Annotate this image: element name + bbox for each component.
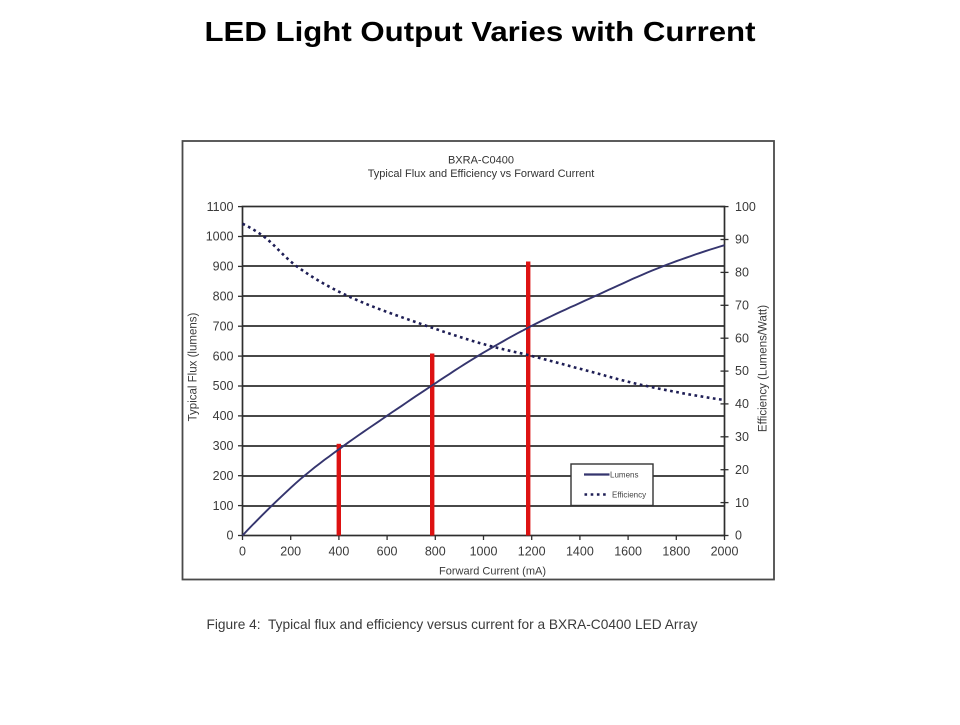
svg-text:90: 90 [735, 233, 749, 247]
svg-text:Efficiency: Efficiency [612, 491, 646, 500]
svg-text:Efficiency (Lumens/Watt): Efficiency (Lumens/Watt) [758, 305, 770, 432]
svg-text:600: 600 [377, 545, 398, 559]
svg-text:Typical Flux (lumens): Typical Flux (lumens) [188, 313, 200, 422]
svg-text:100: 100 [213, 499, 234, 513]
svg-text:0: 0 [227, 529, 234, 543]
svg-text:Figure 4: Typical flux and ef: Figure 4: Typical flux and efficiency ve… [207, 616, 698, 632]
svg-text:0: 0 [239, 545, 246, 559]
svg-text:800: 800 [425, 545, 446, 559]
svg-text:50: 50 [735, 364, 749, 378]
svg-text:Lumens: Lumens [610, 471, 638, 480]
svg-text:400: 400 [213, 409, 234, 423]
svg-text:500: 500 [213, 379, 234, 393]
svg-text:1800: 1800 [662, 545, 690, 559]
svg-text:10: 10 [735, 496, 749, 510]
svg-text:1000: 1000 [206, 230, 234, 244]
svg-text:1400: 1400 [566, 545, 594, 559]
svg-text:200: 200 [280, 545, 301, 559]
svg-text:1000: 1000 [470, 545, 498, 559]
svg-text:LED Light Output Varies with C: LED Light Output Varies with Current [205, 16, 756, 47]
svg-text:1200: 1200 [518, 545, 546, 559]
svg-text:BXRA-C0400: BXRA-C0400 [448, 155, 514, 167]
svg-text:40: 40 [735, 397, 749, 411]
svg-text:200: 200 [213, 469, 234, 483]
svg-text:1100: 1100 [207, 200, 234, 214]
svg-text:400: 400 [328, 545, 349, 559]
svg-text:800: 800 [213, 290, 234, 304]
svg-text:0: 0 [735, 529, 742, 543]
svg-text:60: 60 [735, 331, 749, 345]
svg-text:80: 80 [735, 266, 749, 280]
svg-text:30: 30 [735, 430, 749, 444]
svg-text:20: 20 [735, 463, 749, 477]
svg-text:Typical Flux and Efficiency vs: Typical Flux and Efficiency vs Forward C… [368, 168, 595, 180]
svg-text:300: 300 [213, 439, 234, 453]
svg-text:2000: 2000 [711, 545, 739, 559]
svg-text:70: 70 [735, 299, 749, 313]
svg-text:Forward Current (mA): Forward Current (mA) [439, 566, 546, 578]
svg-text:100: 100 [735, 200, 756, 214]
svg-text:900: 900 [213, 260, 234, 274]
svg-text:600: 600 [213, 349, 234, 363]
svg-text:1600: 1600 [614, 545, 642, 559]
svg-text:700: 700 [213, 319, 234, 333]
